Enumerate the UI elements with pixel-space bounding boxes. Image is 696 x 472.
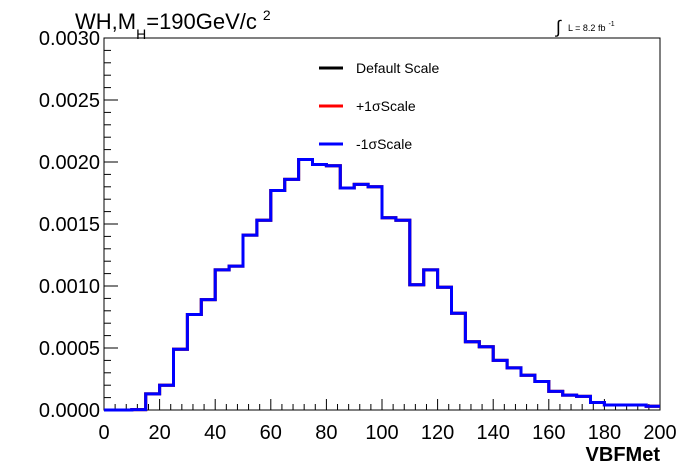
x-tick-label: 180	[588, 422, 621, 444]
y-tick-label: 0.0000	[39, 400, 100, 422]
y-axis: 0.0000 0.0005 0.0010 0.0015 0.0020 0.0025 0.00…	[39, 28, 118, 422]
chart-title: WH,MH=190GeV/c 2	[75, 7, 271, 42]
x-axis: 0 20 40 60 80 100 120 140 160 180 200	[98, 399, 677, 444]
title-superscript: 2	[263, 7, 271, 23]
y-tick-label: 0.0010	[39, 276, 100, 298]
x-tick-label: 120	[421, 422, 454, 444]
series-2	[104, 158, 660, 412]
lumi-integral: ∫	[554, 17, 562, 37]
y-tick-label: 0.0025	[39, 90, 100, 112]
y-tick-label: 0.0005	[39, 338, 100, 360]
y-tick-label: 0.0020	[39, 152, 100, 174]
x-tick-label: 20	[148, 422, 170, 444]
plot-frame	[103, 37, 661, 411]
x-axis-label: VBFMet	[586, 444, 661, 466]
x-tick-label: 140	[477, 422, 510, 444]
lumi-label: L = 8.2 fb -1	[568, 21, 615, 33]
legend-label: Default Scale	[356, 60, 439, 76]
x-tick-label: 80	[315, 422, 337, 444]
title-subscript: H	[136, 26, 146, 42]
x-tick-label: 0	[98, 422, 109, 444]
x-tick-label: 60	[260, 422, 282, 444]
series-layer	[104, 158, 660, 412]
x-tick-label: 200	[643, 422, 676, 444]
legend-label: +1σScale	[356, 98, 416, 114]
legend: Default Scale +1σScale -1σScale	[319, 60, 439, 152]
lumi-superscript: -1	[608, 21, 614, 28]
y-tick-label: 0.0015	[39, 214, 100, 236]
legend-label: -1σScale	[356, 136, 412, 152]
title-value: =190GeV/c	[146, 9, 257, 34]
x-tick-label: 40	[204, 422, 226, 444]
y-tick-label: 0.0030	[39, 28, 100, 50]
title-prefix: WH,M	[75, 9, 136, 34]
lumi-text: L = 8.2 fb	[568, 23, 605, 33]
x-tick-label: 100	[365, 422, 398, 444]
x-tick-label: 160	[532, 422, 565, 444]
series-line	[104, 158, 660, 412]
